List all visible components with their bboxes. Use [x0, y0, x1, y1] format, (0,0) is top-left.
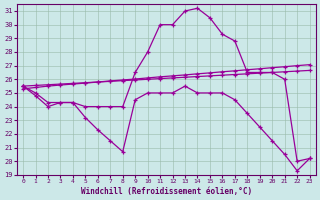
- X-axis label: Windchill (Refroidissement éolien,°C): Windchill (Refroidissement éolien,°C): [81, 187, 252, 196]
